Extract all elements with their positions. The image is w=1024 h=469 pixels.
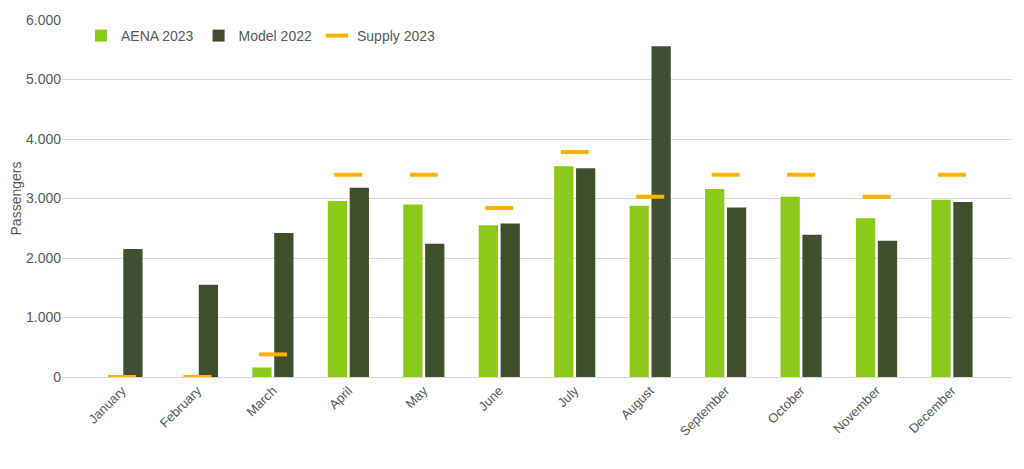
svg-text:March: March (243, 383, 279, 419)
svg-text:February: February (157, 383, 205, 431)
svg-text:Model 2022: Model 2022 (239, 28, 312, 44)
svg-text:AENA 2023: AENA 2023 (121, 28, 194, 44)
svg-text:1.000: 1.000 (26, 309, 61, 325)
svg-text:0: 0 (53, 369, 61, 385)
svg-text:September: September (677, 383, 733, 439)
svg-text:5.000: 5.000 (26, 71, 61, 87)
svg-text:January: January (85, 383, 129, 427)
svg-text:December: December (906, 383, 959, 436)
svg-text:August: August (618, 383, 657, 422)
svg-text:May: May (403, 383, 431, 411)
svg-text:November: November (830, 383, 883, 436)
svg-text:3.000: 3.000 (26, 190, 61, 206)
svg-text:October: October (764, 383, 808, 427)
svg-text:4.000: 4.000 (26, 131, 61, 147)
svg-text:Passengers: Passengers (8, 162, 24, 236)
svg-text:April: April (326, 383, 355, 412)
svg-text:Supply 2023: Supply 2023 (357, 28, 435, 44)
svg-text:6.000: 6.000 (26, 12, 61, 28)
svg-text:June: June (475, 383, 506, 414)
svg-text:July: July (554, 383, 581, 410)
svg-text:2.000: 2.000 (26, 250, 61, 266)
